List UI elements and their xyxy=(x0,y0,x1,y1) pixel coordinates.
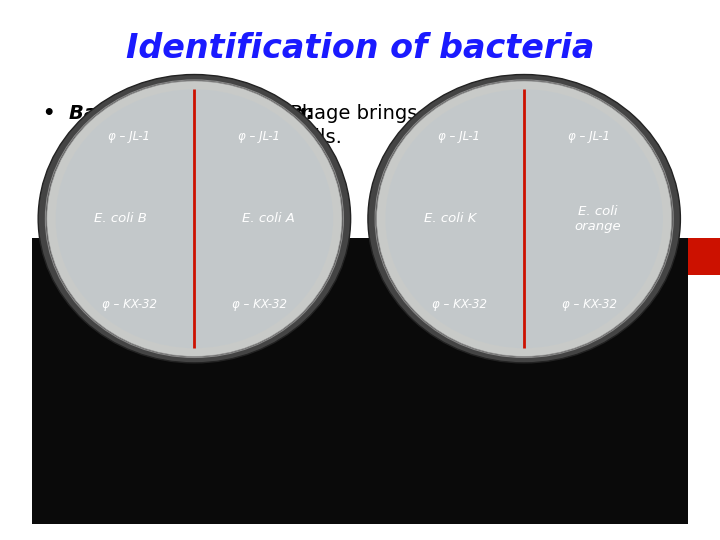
Ellipse shape xyxy=(47,81,342,356)
Text: E. coli
orange: E. coli orange xyxy=(575,205,621,233)
Text: Identification of bacteria: Identification of bacteria xyxy=(126,32,594,65)
Text: E. coli B: E. coli B xyxy=(94,212,147,225)
Ellipse shape xyxy=(385,89,663,348)
Text: •  Bacteriophage typing:: • Bacteriophage typing: xyxy=(43,104,315,123)
Text: φ – KX-32: φ – KX-32 xyxy=(562,298,616,310)
Text: φ – JL-1: φ – JL-1 xyxy=(568,130,610,143)
Text: φ – KX-32: φ – KX-32 xyxy=(232,298,287,310)
Text: φ – KX-32: φ – KX-32 xyxy=(102,298,157,310)
Text: φ – JL-1: φ – JL-1 xyxy=(109,130,150,143)
Ellipse shape xyxy=(377,81,672,356)
Ellipse shape xyxy=(38,75,351,363)
Text: φ – KX-32: φ – KX-32 xyxy=(432,298,487,310)
Bar xyxy=(688,238,720,275)
Text: susceptible bacterial cells.: susceptible bacterial cells. xyxy=(83,128,342,147)
Text: φ – JL-1: φ – JL-1 xyxy=(238,130,280,143)
Ellipse shape xyxy=(368,75,680,363)
Ellipse shape xyxy=(55,89,333,348)
Text: Phage brings about lysis of: Phage brings about lysis of xyxy=(284,104,554,123)
Text: φ – JL-1: φ – JL-1 xyxy=(438,130,480,143)
Text: E. coli K: E. coli K xyxy=(424,212,477,225)
Bar xyxy=(32,238,688,524)
Text: E. coli A: E. coli A xyxy=(242,212,294,225)
